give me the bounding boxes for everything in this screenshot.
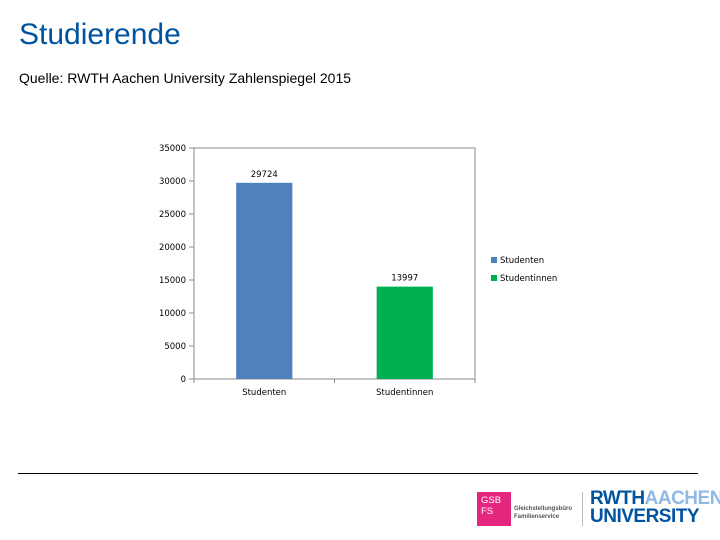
y-tick-label: 20000	[159, 243, 186, 253]
y-tick-label: 30000	[159, 177, 186, 187]
y-tick-label: 15000	[159, 276, 186, 286]
gsb-logo-text: Gleichstellungsbüro Familienservice	[514, 505, 572, 521]
gsb-text-line-2: Familienservice	[514, 514, 560, 520]
footer-divider	[18, 473, 698, 474]
gsb-logo: GSB FS	[477, 492, 511, 526]
legend-swatch	[491, 257, 497, 263]
bar-chart: 0 5000 10000 15000 20000 25000 30000 35000 29724…	[159, 144, 557, 398]
logo-university: UNIVERSITY	[590, 506, 700, 527]
bar-studentinnen	[376, 286, 433, 379]
logo-rwth: RWTH	[590, 488, 645, 509]
y-tick-label: 5000	[164, 342, 186, 352]
y-tick-label: 0	[181, 375, 186, 385]
gsb-text-line-1: Gleichstellungsbüro	[514, 506, 573, 512]
bar-studenten	[236, 182, 293, 379]
x-tick-label: Studentinnen	[376, 388, 433, 398]
page-title: Studierende	[19, 18, 181, 51]
logo-separator	[582, 492, 583, 526]
source-note: Quelle: RWTH Aachen University Zahlenspi…	[19, 70, 352, 86]
y-tick-label: 35000	[159, 144, 186, 154]
legend-item: Studentinnen	[500, 274, 557, 284]
data-label: 29724	[251, 170, 278, 180]
legend-item: Studenten	[500, 256, 544, 266]
logo-aachen: AACHEN	[644, 488, 720, 509]
y-tick-label: 25000	[159, 210, 186, 220]
y-tick-label: 10000	[159, 309, 186, 319]
data-label: 13997	[391, 274, 418, 284]
rwth-logo: RWTHAACHEN UNIVERSITY	[590, 488, 720, 527]
x-tick-label: Studenten	[242, 388, 286, 398]
legend-swatch	[491, 275, 497, 281]
